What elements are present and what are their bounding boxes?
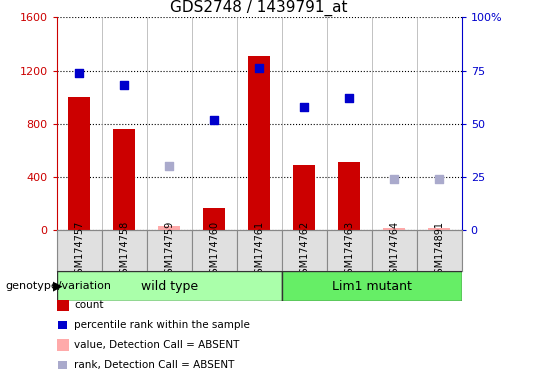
Bar: [282, 230, 327, 271]
Bar: [57, 271, 282, 301]
Bar: [57, 230, 102, 271]
Text: wild type: wild type: [140, 280, 198, 293]
Text: ▶: ▶: [53, 280, 63, 293]
Text: GSM174763: GSM174763: [344, 221, 354, 280]
Text: genotype/variation: genotype/variation: [5, 281, 111, 291]
Bar: [282, 271, 462, 301]
Text: rank, Detection Call = ABSENT: rank, Detection Call = ABSENT: [74, 360, 234, 370]
Bar: [192, 230, 237, 271]
Bar: [338, 162, 361, 230]
Text: GSM174760: GSM174760: [209, 221, 219, 280]
Bar: [372, 230, 417, 271]
Text: GSM174891: GSM174891: [434, 221, 444, 280]
Point: [75, 70, 84, 76]
Bar: [68, 97, 90, 230]
Bar: [327, 230, 372, 271]
Bar: [203, 208, 226, 230]
Text: GSM174764: GSM174764: [389, 221, 399, 280]
Text: Lim1 mutant: Lim1 mutant: [332, 280, 411, 293]
Bar: [147, 230, 192, 271]
Text: count: count: [74, 300, 104, 310]
Bar: [293, 165, 315, 230]
Text: GSM174762: GSM174762: [299, 221, 309, 280]
Title: GDS2748 / 1439791_at: GDS2748 / 1439791_at: [171, 0, 348, 16]
Point: [345, 95, 354, 101]
Text: GSM174761: GSM174761: [254, 221, 264, 280]
Bar: [417, 230, 462, 271]
Bar: [383, 228, 406, 230]
Point: [300, 104, 308, 110]
Text: GSM174758: GSM174758: [119, 221, 129, 280]
Point: [390, 176, 399, 182]
Text: GSM174759: GSM174759: [164, 221, 174, 280]
Point: [255, 65, 264, 71]
Text: percentile rank within the sample: percentile rank within the sample: [74, 320, 250, 330]
Bar: [158, 227, 180, 230]
Text: value, Detection Call = ABSENT: value, Detection Call = ABSENT: [74, 340, 239, 350]
Point: [165, 164, 173, 170]
Bar: [248, 56, 271, 230]
Bar: [428, 228, 450, 230]
Point: [120, 83, 129, 89]
Point: [435, 176, 443, 182]
Bar: [113, 129, 136, 230]
Bar: [237, 230, 282, 271]
Text: GSM174757: GSM174757: [74, 221, 84, 280]
Point: [210, 116, 219, 122]
Bar: [102, 230, 147, 271]
